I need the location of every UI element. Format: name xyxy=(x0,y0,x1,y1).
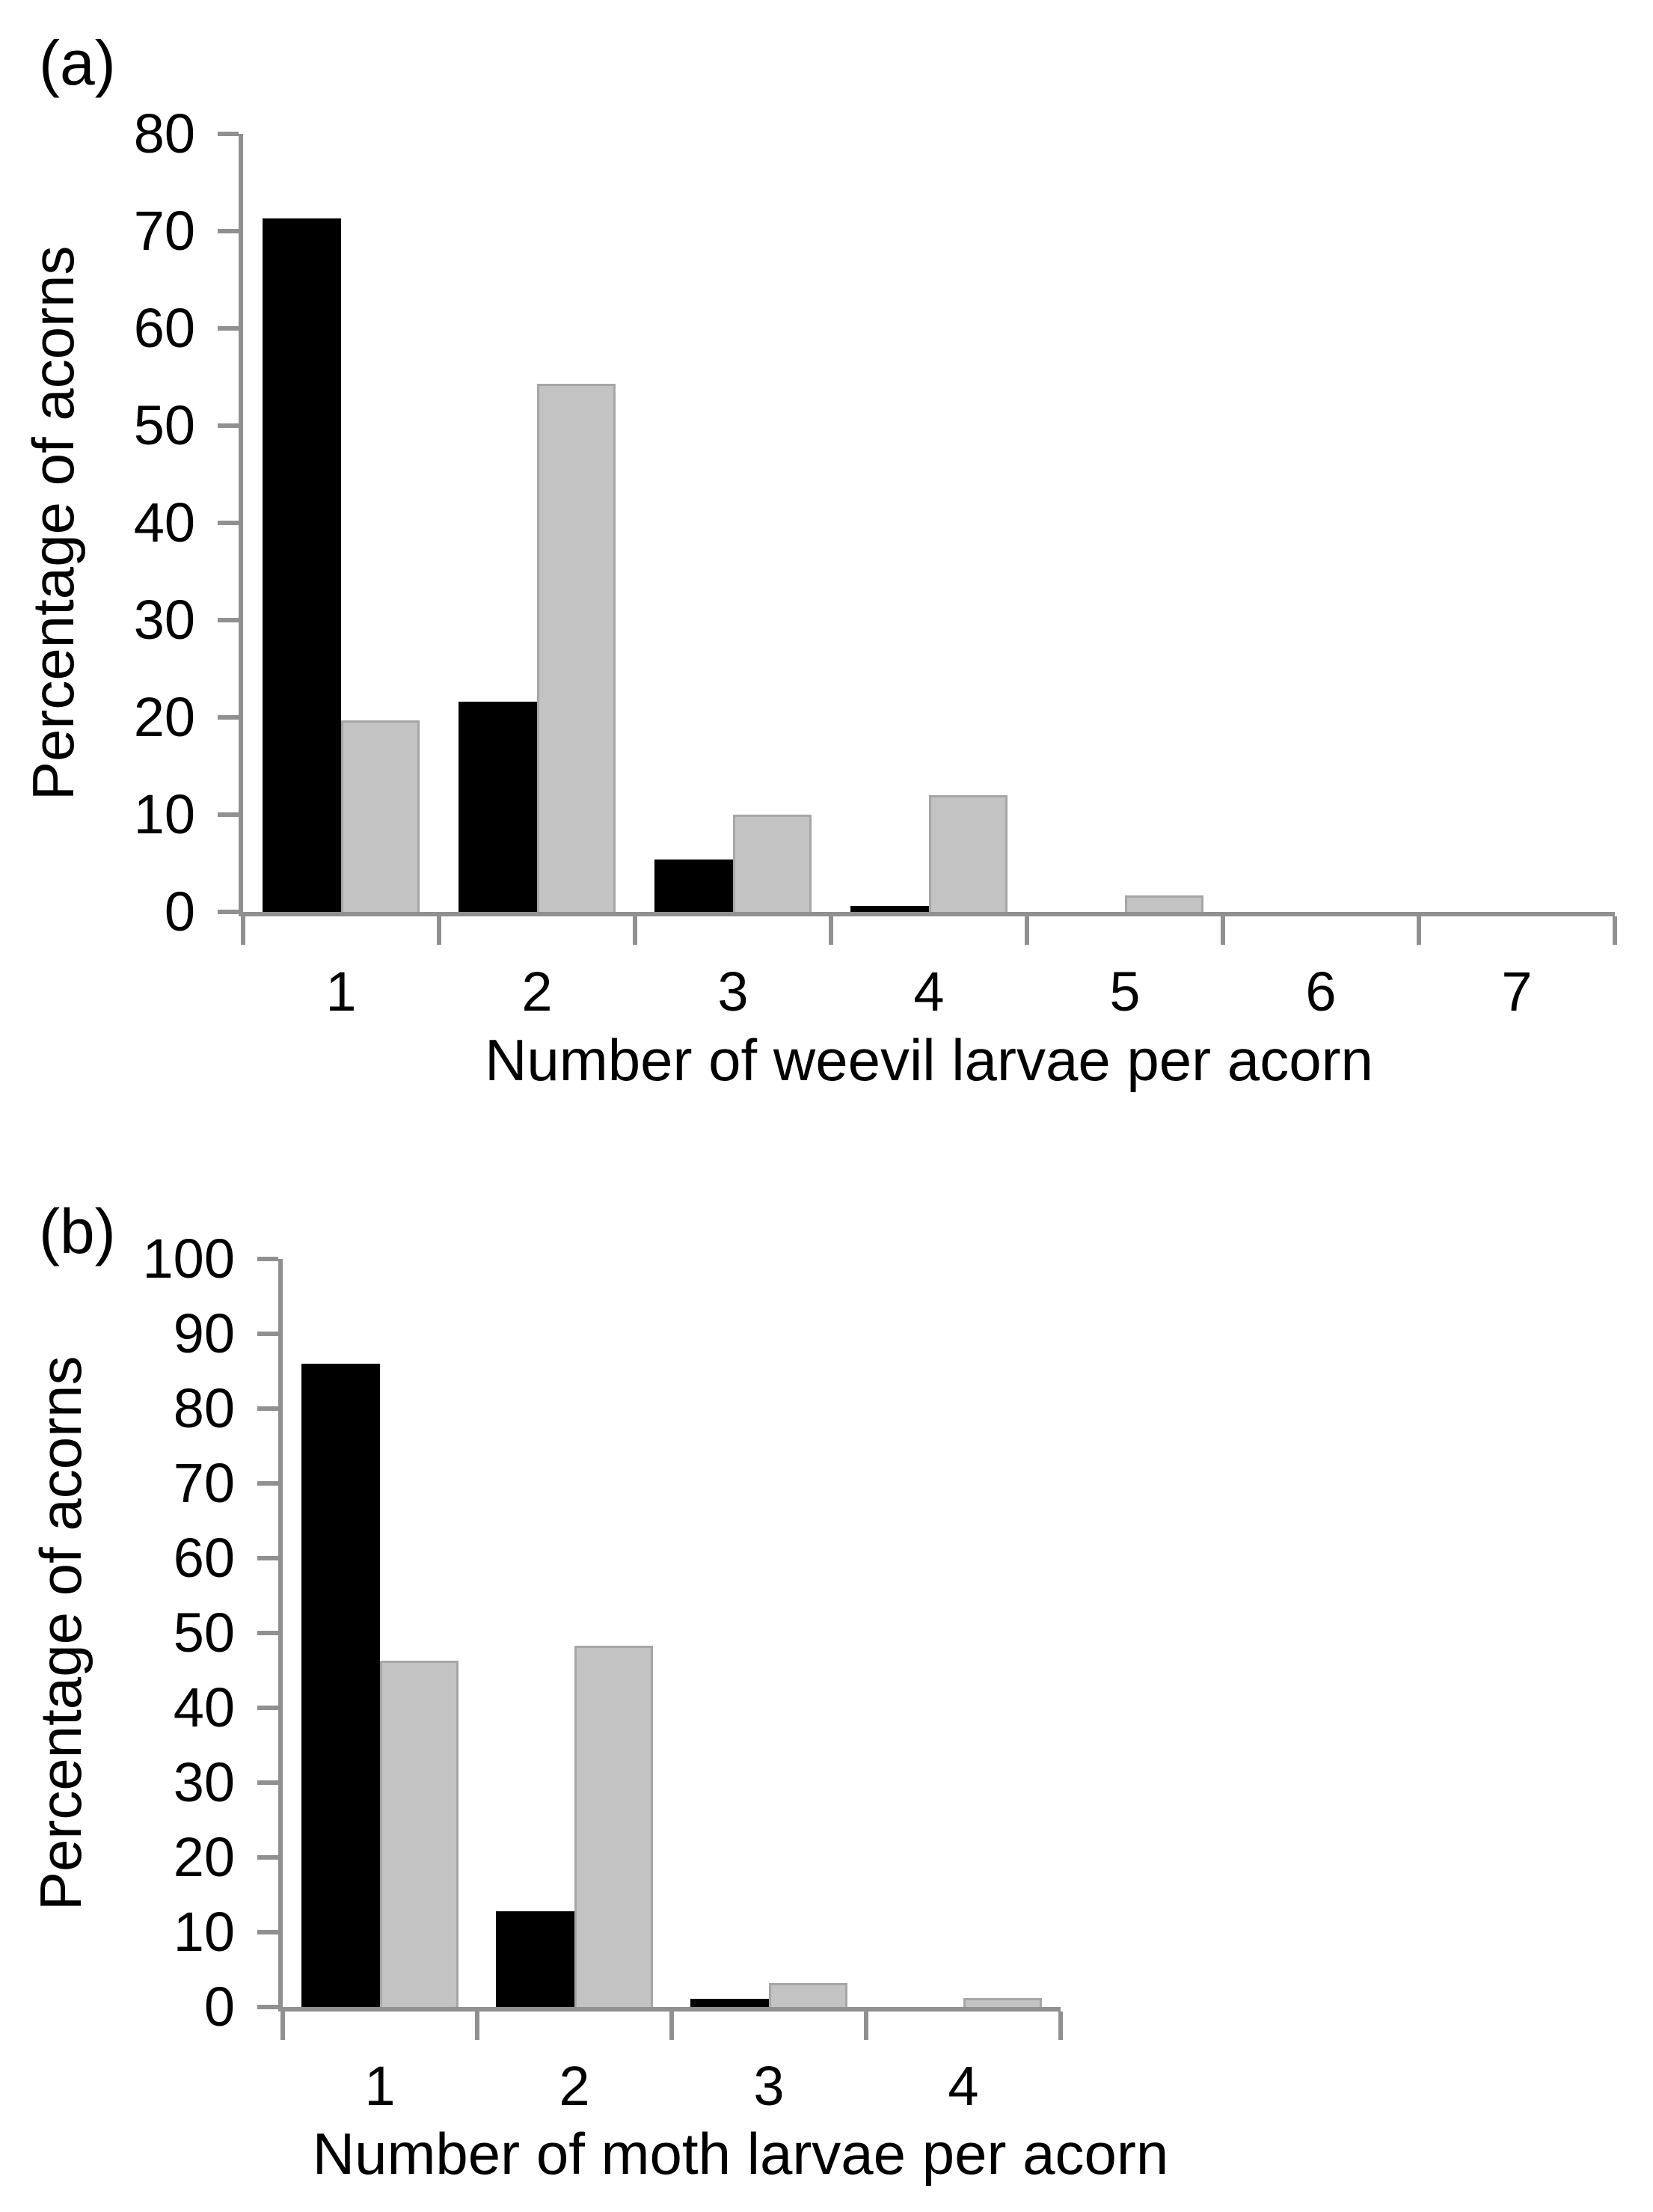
panel-b-y-tick-30 xyxy=(257,1780,278,1785)
bar-b-gray-2 xyxy=(574,1646,653,2009)
panel-a-y-tick-label-20: 20 xyxy=(133,686,195,748)
panel-a-x-tick-label-7: 7 xyxy=(1501,961,1533,1023)
panel-a-y-tick-0 xyxy=(218,910,239,914)
panel-b-y-tick-label-80: 80 xyxy=(173,1377,235,1439)
panel-a-y-axis-line xyxy=(239,134,243,916)
panel-a-y-tick-label-30: 30 xyxy=(133,589,195,651)
panel-b-x-tick-1 xyxy=(475,2012,479,2040)
bar-a-gray-1 xyxy=(341,720,420,913)
panel-a-y-tick-70 xyxy=(218,229,239,233)
panel-b-y-tick-label-10: 10 xyxy=(173,1901,235,1963)
panel-a-x-tick-label-6: 6 xyxy=(1305,961,1337,1023)
bar-b-gray-1 xyxy=(380,1661,459,2009)
bar-b-gray-4 xyxy=(963,1998,1042,2009)
bar-a-black-1 xyxy=(263,218,341,913)
panel-b-x-tick-label-2: 2 xyxy=(559,2055,590,2117)
panel-b-y-tick-label-90: 90 xyxy=(173,1302,235,1364)
panel-b-y-axis-line xyxy=(278,1259,283,2012)
panel-b-y-tick-label-70: 70 xyxy=(173,1452,235,1514)
panel-b-y-tick-label-20: 20 xyxy=(173,1826,235,1888)
panel-b-y-tick-10 xyxy=(257,1930,278,1934)
bar-b-black-3 xyxy=(690,1999,769,2009)
panel-a-x-tick-6 xyxy=(1417,916,1421,945)
panel-a-plot-area: 0 10 20 30 40 50 60 70 80 1 2 3 4 5 6 7 xyxy=(133,102,1617,1023)
panel-b-y-tick-label-40: 40 xyxy=(173,1676,235,1738)
panel-b-x-axis-title: Number of moth larvae per acorn xyxy=(312,2121,1169,2187)
panel-a-y-tick-label-70: 70 xyxy=(133,200,195,262)
panel-b-x-tick-label-3: 3 xyxy=(753,2055,785,2117)
panel-a-x-tick-label-1: 1 xyxy=(325,961,357,1023)
bar-b-black-1 xyxy=(301,1364,380,2009)
panel-b-y-tick-0 xyxy=(257,2005,278,2009)
panel-a-y-tick-label-0: 0 xyxy=(164,880,195,943)
panel-b-label: (b) xyxy=(39,1196,116,1266)
panel-a-x-tick-2 xyxy=(633,916,637,945)
panel-a-y-tick-label-80: 80 xyxy=(133,102,195,165)
panel-a-x-tick-5 xyxy=(1221,916,1225,945)
panel-a-x-tick-3 xyxy=(829,916,833,945)
panel-b-y-tick-label-60: 60 xyxy=(173,1527,235,1589)
panel-a-y-tick-label-10: 10 xyxy=(133,783,195,845)
panel-a-x-tick-label-5: 5 xyxy=(1109,961,1141,1023)
panel-b-y-tick-80 xyxy=(257,1406,278,1411)
panel-a-x-axis-title: Number of weevil larvae per acorn xyxy=(485,1027,1373,1093)
bar-b-black-2 xyxy=(496,1911,574,2009)
panel-b-y-tick-label-100: 100 xyxy=(142,1228,235,1290)
panel-b-y-tick-70 xyxy=(257,1481,278,1486)
panel-a-y-tick-label-40: 40 xyxy=(133,491,195,554)
panel-a-x-tick-label-2: 2 xyxy=(521,961,553,1023)
bar-a-black-4 xyxy=(850,906,929,913)
bar-a-gray-3 xyxy=(733,815,812,913)
panel-b-x-tick-2 xyxy=(669,2012,674,2040)
panel-a-y-tick-label-50: 50 xyxy=(133,394,195,456)
panel-a-x-tick-0 xyxy=(241,916,245,945)
panel-b-y-tick-60 xyxy=(257,1556,278,1560)
panel-b-x-tick-0 xyxy=(280,2012,285,2040)
bar-a-black-3 xyxy=(654,859,733,913)
panel-a-x-axis-line xyxy=(239,912,1615,916)
panel-a-y-tick-60 xyxy=(218,326,239,331)
panel-b-x-tick-3 xyxy=(864,2012,868,2040)
panel-a-y-tick-30 xyxy=(218,618,239,622)
panel-b-y-tick-90 xyxy=(257,1332,278,1336)
panel-a-label: (a) xyxy=(39,28,116,98)
panel-a-x-tick-1 xyxy=(437,916,441,945)
panel-b-y-tick-50 xyxy=(257,1631,278,1635)
panel-b-x-axis-line xyxy=(278,2007,1061,2012)
panel-b-x-tick-label-1: 1 xyxy=(364,2055,396,2117)
panel-a-x-tick-label-3: 3 xyxy=(717,961,749,1023)
panel-b-y-tick-label-50: 50 xyxy=(173,1602,235,1664)
panel-a-x-tick-7 xyxy=(1613,916,1617,945)
panel-a-y-tick-10 xyxy=(218,812,239,817)
bar-a-black-2 xyxy=(459,702,537,913)
bar-a-gray-5 xyxy=(1125,895,1203,913)
bar-a-gray-4 xyxy=(929,795,1008,913)
bar-b-gray-3 xyxy=(769,1983,847,2009)
bar-a-gray-2 xyxy=(537,384,616,913)
panel-b-y-tick-100 xyxy=(257,1257,278,1261)
panel-b-x-tick-4 xyxy=(1058,2012,1063,2040)
panel-a-y-tick-50 xyxy=(218,423,239,428)
panel-b-x-tick-label-4: 4 xyxy=(948,2055,979,2117)
panel-a-y-tick-20 xyxy=(218,715,239,720)
panel-a-y-tick-label-60: 60 xyxy=(133,297,195,359)
panel-b-y-tick-40 xyxy=(257,1706,278,1710)
panel-a-x-tick-4 xyxy=(1025,916,1029,945)
panel-b-y-tick-label-30: 30 xyxy=(173,1751,235,1813)
panel-a-y-tick-80 xyxy=(218,132,239,136)
panel-a-y-tick-40 xyxy=(218,521,239,525)
panel-a-x-tick-label-4: 4 xyxy=(913,961,945,1023)
panel-b-y-tick-label-0: 0 xyxy=(203,1976,235,2038)
panel-b-y-tick-20 xyxy=(257,1855,278,1860)
